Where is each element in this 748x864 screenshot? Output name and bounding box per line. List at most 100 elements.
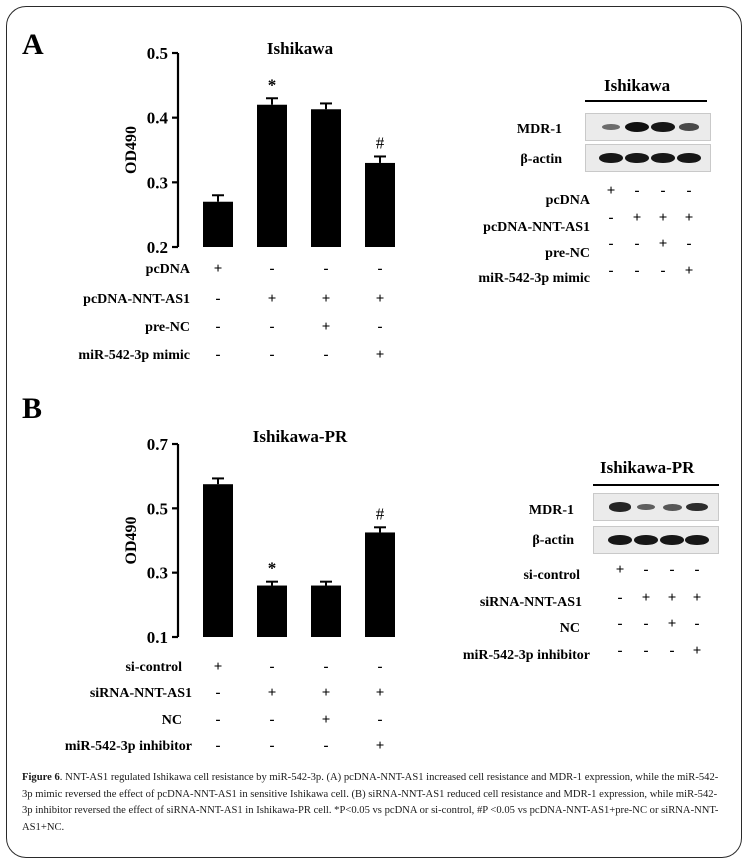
condition-sign: + (667, 590, 677, 606)
condition-sign: - (269, 347, 275, 363)
actin-band (685, 535, 709, 545)
actin-band (599, 153, 623, 163)
significance-marker: * (268, 75, 277, 94)
bar (365, 532, 395, 637)
condition-label: siRNA-NNT-AS1 (89, 686, 192, 701)
panel-a-label: A (22, 28, 44, 61)
condition-sign: + (267, 685, 277, 701)
condition-sign: - (634, 236, 640, 252)
condition-sign: + (321, 712, 331, 728)
condition-label: miR-542-3p inhibitor (462, 648, 590, 663)
chart-b: Ishikawa-PR OD490 0.1 0.3 0.5 0.7 * # (123, 427, 395, 647)
figure-frame (6, 6, 742, 858)
condition-sign: - (215, 347, 221, 363)
bar (203, 201, 233, 247)
mdr1-band (662, 503, 682, 511)
condition-sign: + (321, 319, 331, 335)
condition-sign: - (215, 685, 221, 701)
blot-row-label: MDR-1 (516, 122, 562, 137)
chart-title: Ishikawa-PR (253, 427, 348, 446)
condition-sign: - (215, 738, 221, 754)
condition-label: siRNA-NNT-AS1 (479, 595, 582, 610)
condition-sign: - (669, 562, 675, 578)
condition-sign: - (323, 261, 329, 277)
condition-sign: - (377, 659, 383, 675)
condition-sign: - (669, 643, 675, 659)
mdr1-band (686, 502, 708, 512)
blot-row-label: MDR-1 (528, 503, 574, 518)
chart-title: Ishikawa (267, 39, 334, 58)
actin-band (651, 153, 675, 163)
mdr1-band (625, 122, 649, 132)
condition-sign: + (615, 562, 625, 578)
condition-label: NC (559, 621, 580, 636)
condition-sign: + (692, 643, 702, 659)
condition-sign: + (375, 347, 385, 363)
condition-sign: + (213, 659, 223, 675)
condition-label: pcDNA-NNT-AS1 (83, 292, 190, 307)
y-tick-label: 0.1 (147, 628, 168, 647)
bar (365, 162, 395, 247)
significance-marker: # (376, 133, 385, 152)
condition-sign: - (323, 347, 329, 363)
condition-sign: + (632, 210, 642, 226)
condition-sign: + (641, 590, 651, 606)
panel-b-label: B (22, 392, 43, 425)
condition-sign: + (692, 590, 702, 606)
condition-sign: + (375, 738, 385, 754)
condition-label: pcDNA (145, 262, 190, 277)
condition-label: miR-542-3p mimic (478, 271, 590, 286)
condition-label: NC (161, 713, 182, 728)
y-tick-label: 0.3 (147, 564, 168, 583)
condition-label: pcDNA-NNT-AS1 (483, 220, 590, 235)
condition-label: pre-NC (145, 320, 190, 335)
condition-label: pre-NC (545, 246, 590, 261)
bar (311, 585, 341, 637)
condition-sign: - (660, 183, 666, 199)
condition-sign: - (269, 659, 275, 675)
figure-caption: Figure 6. NNT-AS1 regulated Ishikawa cel… (22, 770, 726, 836)
bar (257, 104, 287, 247)
bar (203, 484, 233, 637)
condition-label: miR-542-3p mimic (78, 348, 190, 363)
blot-a-title-rule (585, 100, 707, 102)
condition-sign: - (269, 261, 275, 277)
mdr1-band (608, 502, 632, 512)
condition-sign: - (215, 319, 221, 335)
condition-sign: - (694, 616, 700, 632)
chart-a: Ishikawa OD490 0.2 0.3 0.4 0.5 * # (123, 39, 395, 257)
y-tick-label: 0.5 (147, 44, 168, 63)
condition-sign: - (215, 712, 221, 728)
bar (311, 109, 341, 247)
y-tick-label: 0.7 (147, 435, 169, 454)
condition-sign: - (634, 183, 640, 199)
y-tick-label: 0.5 (147, 499, 168, 518)
actin-band (608, 535, 632, 545)
condition-sign: - (686, 183, 692, 199)
condition-sign: - (323, 659, 329, 675)
blot-row-label: β-actin (532, 533, 574, 548)
y-axis-label: OD490 (123, 517, 140, 565)
condition-sign: - (269, 319, 275, 335)
condition-sign: - (617, 616, 623, 632)
condition-sign: + (606, 183, 616, 199)
condition-sign: - (377, 712, 383, 728)
y-tick-label: 0.4 (147, 109, 169, 128)
mdr1-band (602, 123, 620, 131)
condition-sign: + (684, 263, 694, 279)
condition-sign: + (321, 685, 331, 701)
condition-sign: - (643, 643, 649, 659)
condition-label: si-control (523, 568, 580, 583)
condition-sign: + (213, 261, 223, 277)
actin-band (634, 535, 658, 545)
blot-b-title-rule (593, 484, 719, 486)
condition-sign: + (267, 291, 277, 307)
condition-sign: + (658, 236, 668, 252)
caption-text: . NNT-AS1 regulated Ishikawa cell resist… (22, 772, 719, 833)
mdr1-band (679, 123, 699, 131)
condition-sign: - (608, 210, 614, 226)
condition-sign: - (694, 562, 700, 578)
significance-marker: * (268, 559, 277, 578)
condition-sign: - (617, 590, 623, 606)
blot-row-label: β-actin (520, 152, 562, 167)
